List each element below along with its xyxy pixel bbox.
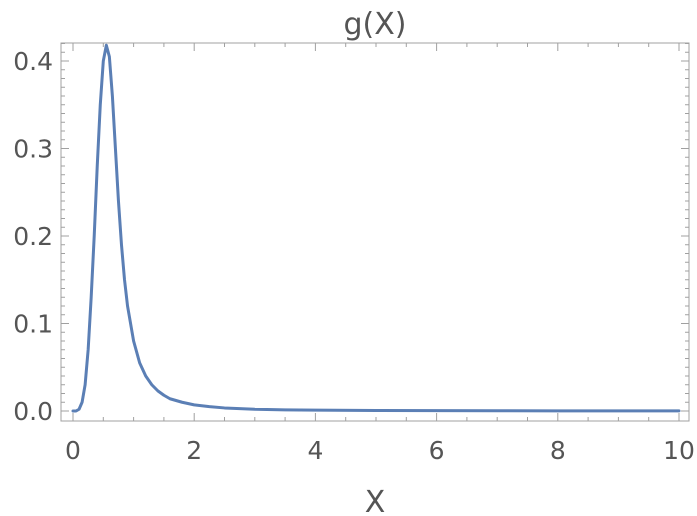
chart-title: g(X) bbox=[343, 7, 406, 42]
y-tick-label: 0.2 bbox=[13, 222, 53, 251]
x-axis-title: X bbox=[365, 485, 386, 516]
x-tick-label: 4 bbox=[307, 436, 323, 465]
y-tick-label: 0.4 bbox=[13, 47, 53, 76]
y-tick-label: 0.0 bbox=[13, 397, 53, 426]
y-tick-label: 0.3 bbox=[13, 135, 53, 164]
plot-border bbox=[60, 42, 690, 422]
ticks bbox=[61, 43, 689, 421]
plot-frame bbox=[60, 42, 690, 422]
x-tick-labels: 0 2 4 6 8 10 bbox=[65, 436, 695, 465]
y-tick-labels: 0.0 0.1 0.2 0.3 0.4 bbox=[13, 47, 53, 426]
x-tick-label: 6 bbox=[429, 436, 445, 465]
x-tick-label: 2 bbox=[186, 436, 202, 465]
x-tick-label: 0 bbox=[65, 436, 81, 465]
series-layer bbox=[71, 43, 681, 413]
x-tick-label: 10 bbox=[663, 436, 695, 465]
series-line bbox=[71, 43, 681, 413]
x-tick-label: 8 bbox=[550, 436, 566, 465]
y-tick-label: 0.1 bbox=[13, 310, 53, 339]
